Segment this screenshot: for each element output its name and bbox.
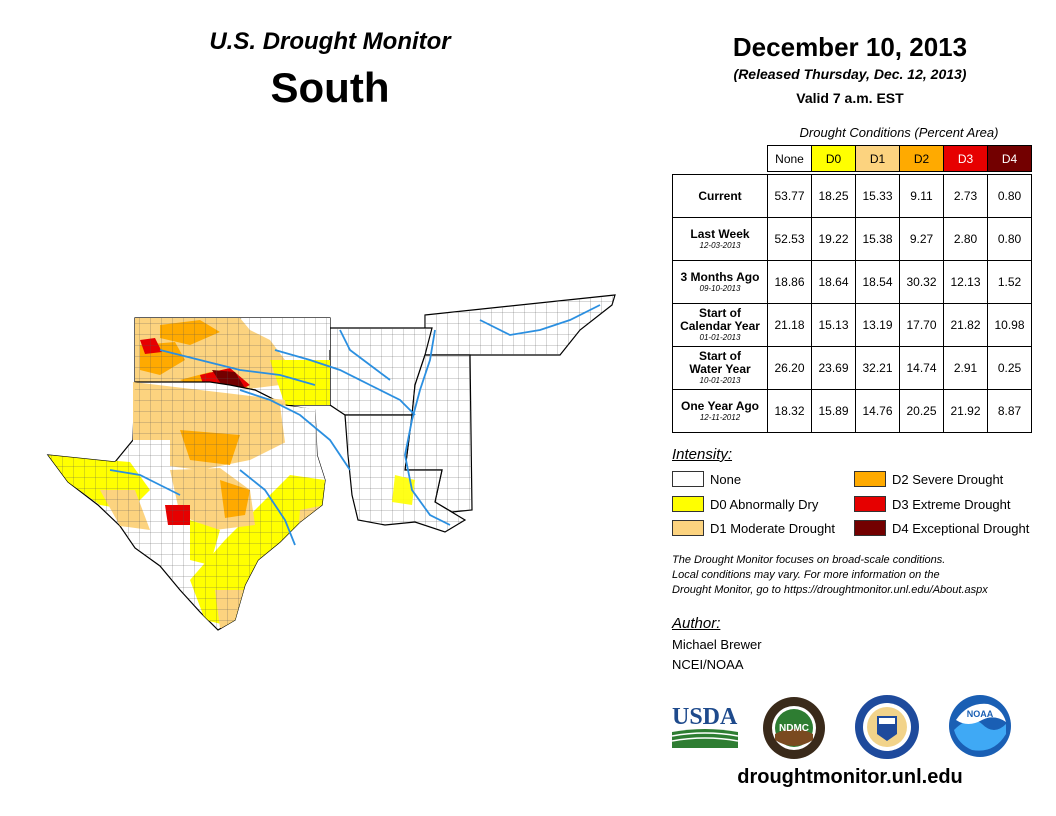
table-cell: 1.52 xyxy=(987,260,1032,304)
row-label: One Year Ago 12-11-2012 xyxy=(672,389,768,433)
row-label: Current xyxy=(672,174,768,218)
table-cell: 9.27 xyxy=(899,217,944,261)
legend-item-d3: D3 Extreme Drought xyxy=(854,496,1011,512)
table-cell: 26.20 xyxy=(767,346,812,390)
row-label: Last Week 12-03-2013 xyxy=(672,217,768,261)
col-d3: D3 xyxy=(943,145,988,172)
table-header-row: None D0 D1 D2 D3 D4 xyxy=(673,145,1032,172)
svg-text:USDA: USDA xyxy=(672,704,738,730)
table-cell: 15.38 xyxy=(855,217,900,261)
table-cell: 21.82 xyxy=(943,303,988,347)
website-url[interactable]: droughtmonitor.unl.edu xyxy=(737,766,963,788)
usda-logo: USDA xyxy=(672,704,738,748)
author-name: Michael Brewer xyxy=(672,637,762,652)
table-row: 3 Months Ago 09-10-2013 18.86 18.64 18.54… xyxy=(672,260,1032,304)
col-none: None xyxy=(767,145,812,172)
table-cell: 2.73 xyxy=(943,174,988,218)
map-date: December 10, 2013 xyxy=(732,32,968,62)
legend-item-d2: D2 Severe Drought xyxy=(854,471,1003,487)
col-d4: D4 xyxy=(987,145,1032,172)
drought-conditions-table: None D0 D1 D2 D3 D4 Current 53.77 18.25 … xyxy=(672,145,1032,433)
row-label: Start of Water Year 10-01-2013 xyxy=(672,346,768,390)
table-row: Start of Water Year 10-01-2013 26.20 23.69… xyxy=(672,346,1032,390)
row-label: Start of Calendar Year 01-01-2013 xyxy=(672,303,768,347)
table-cell: 53.77 xyxy=(767,174,812,218)
col-d2: D2 xyxy=(899,145,944,172)
table-cell: 15.89 xyxy=(811,389,856,433)
author-title: Author: xyxy=(672,615,721,632)
table-cell: 9.11 xyxy=(899,174,944,218)
table-cell: 15.13 xyxy=(811,303,856,347)
legend-title: Intensity: xyxy=(672,446,733,463)
table-cell: 18.64 xyxy=(811,260,856,304)
table-cell: 0.80 xyxy=(987,174,1032,218)
table-row: Last Week 12-03-2013 52.53 19.22 15.38 9.… xyxy=(672,217,1032,261)
table-cell: 30.32 xyxy=(899,260,944,304)
table-cell: 12.13 xyxy=(943,260,988,304)
col-d0: D0 xyxy=(811,145,856,172)
disclaimer-note: The Drought Monitor focuses on broad-sca… xyxy=(672,554,988,596)
program-title: U.S. Drought Monitor xyxy=(209,28,451,55)
table-cell: 20.25 xyxy=(899,389,944,433)
legend-swatch xyxy=(672,520,704,536)
table-cell: 32.21 xyxy=(855,346,900,390)
table-cell: 19.22 xyxy=(811,217,856,261)
table-cell: 14.76 xyxy=(855,389,900,433)
legend-item-d4: D4 Exceptional Drought xyxy=(854,520,1029,536)
drought-map xyxy=(46,294,616,631)
row-label: 3 Months Ago 09-10-2013 xyxy=(672,260,768,304)
col-d1: D1 xyxy=(855,145,900,172)
table-cell: 23.69 xyxy=(811,346,856,390)
table-row: Start of Calendar Year 01-01-2013 21.18 15… xyxy=(672,303,1032,347)
table-cell: 18.86 xyxy=(767,260,812,304)
legend-swatch xyxy=(854,496,886,512)
table-cell: 10.98 xyxy=(987,303,1032,347)
table-cell: 2.91 xyxy=(943,346,988,390)
table-row: Current 53.77 18.25 15.33 9.11 2.73 0.80 xyxy=(672,174,1032,218)
legend-item-d0: D0 Abnormally Dry xyxy=(672,496,818,512)
table-cell: 18.54 xyxy=(855,260,900,304)
region-title: South xyxy=(270,64,390,111)
table-cell: 15.33 xyxy=(855,174,900,218)
table-cell: 13.19 xyxy=(855,303,900,347)
table-cell: 0.80 xyxy=(987,217,1032,261)
legend-swatch xyxy=(854,520,886,536)
legend-swatch xyxy=(672,471,704,487)
legend-item-none: None xyxy=(672,471,741,487)
ndmc-logo: NDMC xyxy=(763,697,825,759)
table-cell: 52.53 xyxy=(767,217,812,261)
table-caption: Drought Conditions (Percent Area) xyxy=(799,125,999,140)
legend-swatch xyxy=(672,496,704,512)
table-cell: 0.25 xyxy=(987,346,1032,390)
table-cell: 2.80 xyxy=(943,217,988,261)
table-cell: 18.32 xyxy=(767,389,812,433)
commerce-seal-logo xyxy=(855,695,919,759)
table-cell: 21.92 xyxy=(943,389,988,433)
table-cell: 14.74 xyxy=(899,346,944,390)
release-date: (Released Thursday, Dec. 12, 2013) xyxy=(733,66,967,82)
noaa-logo: NOAA xyxy=(949,695,1011,757)
svg-text:NDMC: NDMC xyxy=(779,723,809,734)
svg-text:NOAA: NOAA xyxy=(967,709,994,719)
table-row: One Year Ago 12-11-2012 18.32 15.89 14.76… xyxy=(672,389,1032,433)
author-org: NCEI/NOAA xyxy=(672,657,744,672)
legend-swatch xyxy=(854,471,886,487)
valid-time: Valid 7 a.m. EST xyxy=(796,90,904,106)
table-cell: 18.25 xyxy=(811,174,856,218)
legend-item-d1: D1 Moderate Drought xyxy=(672,520,835,536)
table-cell: 17.70 xyxy=(899,303,944,347)
table-cell: 8.87 xyxy=(987,389,1032,433)
table-cell: 21.18 xyxy=(767,303,812,347)
